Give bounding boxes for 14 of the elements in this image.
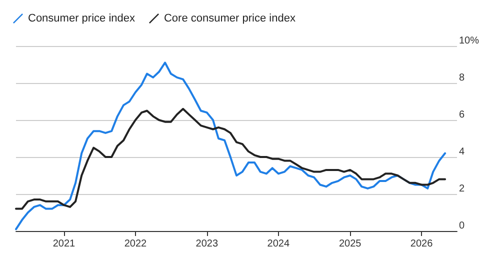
y-tick-label: 4: [459, 146, 465, 158]
x-tick-label: 2026: [410, 238, 434, 250]
legend-label: Consumer price index: [28, 12, 136, 24]
y-tick-label: 2: [459, 184, 465, 194]
y-tick-label: 6: [459, 110, 465, 120]
x-tick-label: 2023: [196, 238, 218, 250]
x-tick-label: 2021: [52, 238, 76, 250]
y-tick-label: 0: [459, 220, 465, 232]
x-tick-label: 2022: [124, 238, 148, 250]
y-tick-label: 10%: [459, 36, 480, 46]
x-tick-label: 2024: [267, 238, 290, 250]
legend-label: Core consumer price index: [164, 12, 296, 24]
y-tick-label: 8: [459, 72, 465, 84]
x-tick-label: 2025: [338, 238, 362, 250]
